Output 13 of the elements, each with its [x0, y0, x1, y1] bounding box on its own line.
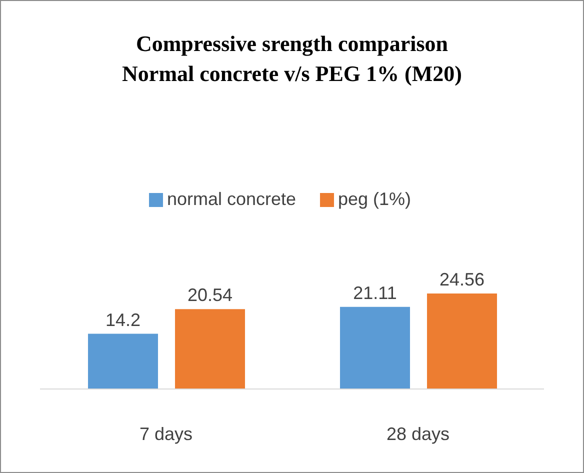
bar [427, 294, 497, 389]
legend-label: peg (1%) [338, 189, 412, 209]
data-label: 14.2 [105, 310, 141, 330]
chart-title: Compressive srength comparison Normal concrete v/s PEG 1% (M20) [121, 30, 463, 88]
legend-label: normal concrete [166, 189, 296, 209]
x-tick-label: 28 days [386, 424, 450, 444]
bar [88, 334, 158, 389]
x-tick-label: 7 days [139, 424, 193, 444]
data-label: 24.56 [439, 270, 485, 290]
bar [340, 306, 410, 389]
data-label: 20.54 [187, 285, 233, 306]
bar [175, 309, 245, 389]
data-label: 21.11 [353, 282, 397, 303]
